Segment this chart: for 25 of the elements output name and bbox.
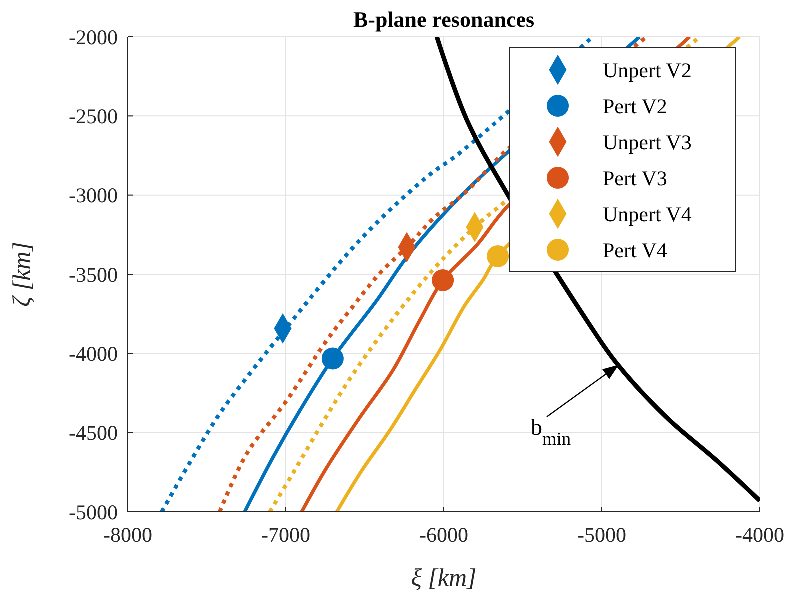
x-tick-label: -7000 (262, 523, 310, 547)
x-tick-label: -4000 (736, 523, 784, 547)
y-tick-label: -2000 (69, 25, 118, 50)
point (487, 245, 510, 268)
legend-label: Pert V3 (603, 166, 668, 190)
y-tick-label: -4500 (69, 421, 118, 446)
chart-title: B-plane resonances (353, 7, 535, 32)
point (432, 270, 454, 292)
x-axis-title: ξ [km] (411, 565, 477, 592)
y-tick-label: -4000 (69, 342, 118, 366)
y-tick-label: -2500 (69, 104, 118, 129)
x-tick-label: -6000 (420, 523, 468, 547)
legend-label: Unpert V4 (603, 202, 692, 226)
point (322, 348, 344, 370)
x-tick-label: -5000 (578, 523, 626, 547)
y-tick-label: -5000 (69, 500, 118, 524)
legend-label: Pert V2 (603, 94, 668, 118)
legend-label: Unpert V3 (603, 130, 692, 154)
legend-label: Unpert V2 (603, 58, 692, 82)
y-axis-title: ζ [km] (9, 242, 36, 307)
x-tick-label: -8000 (104, 523, 152, 547)
annotation: b$_{min}$ (531, 415, 572, 449)
legend-label: Pert V4 (603, 238, 668, 262)
y-tick-label: -3500 (69, 262, 118, 287)
y-tick-label: -3000 (69, 184, 118, 208)
